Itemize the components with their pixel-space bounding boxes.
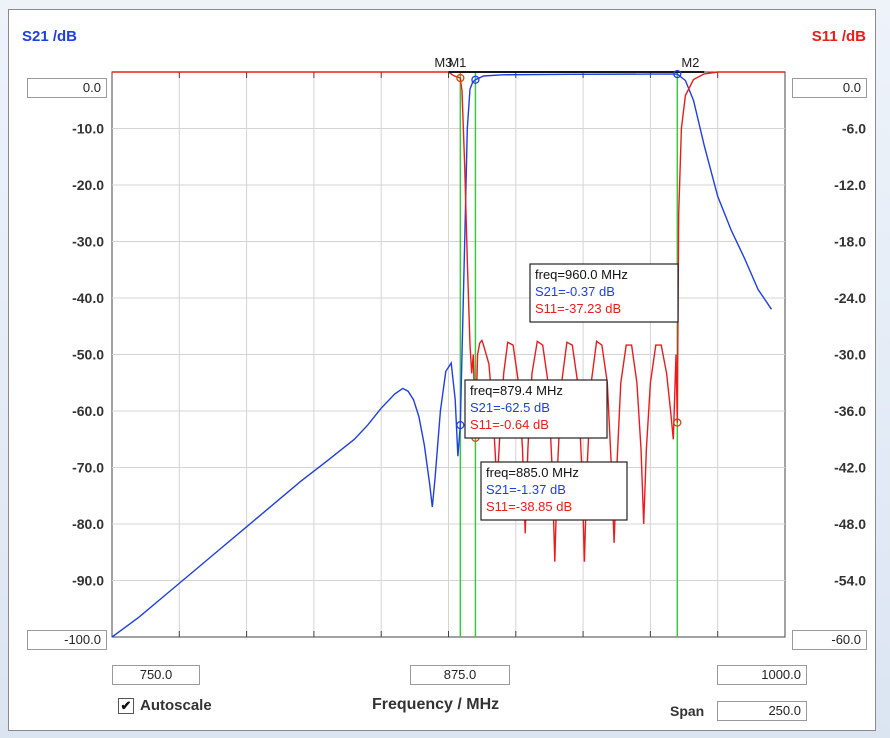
span-label: Span [670,703,705,719]
autoscale-checkbox[interactable]: ✔ Autoscale [118,697,212,714]
start-frequency-input[interactable]: 750.0 [112,665,200,685]
checkbox-check-icon[interactable]: ✔ [118,697,134,714]
s11-axis-title: S11 /dB [811,28,866,45]
autoscale-label: Autoscale [140,697,212,714]
plot-panel [8,9,876,731]
center-frequency-input[interactable]: 875.0 [410,665,510,685]
s11-top-input[interactable]: 0.0 [792,78,867,98]
s21-axis-title: S21 /dB [22,28,78,45]
s11-bottom-input[interactable]: -60.0 [792,630,867,650]
s21-bottom-input[interactable]: -100.0 [27,630,107,650]
span-input[interactable]: 250.0 [717,701,807,721]
x-axis-label: Frequency / MHz [372,696,500,713]
stop-frequency-input[interactable]: 1000.0 [717,665,807,685]
s21-top-input[interactable]: 0.0 [27,78,107,98]
